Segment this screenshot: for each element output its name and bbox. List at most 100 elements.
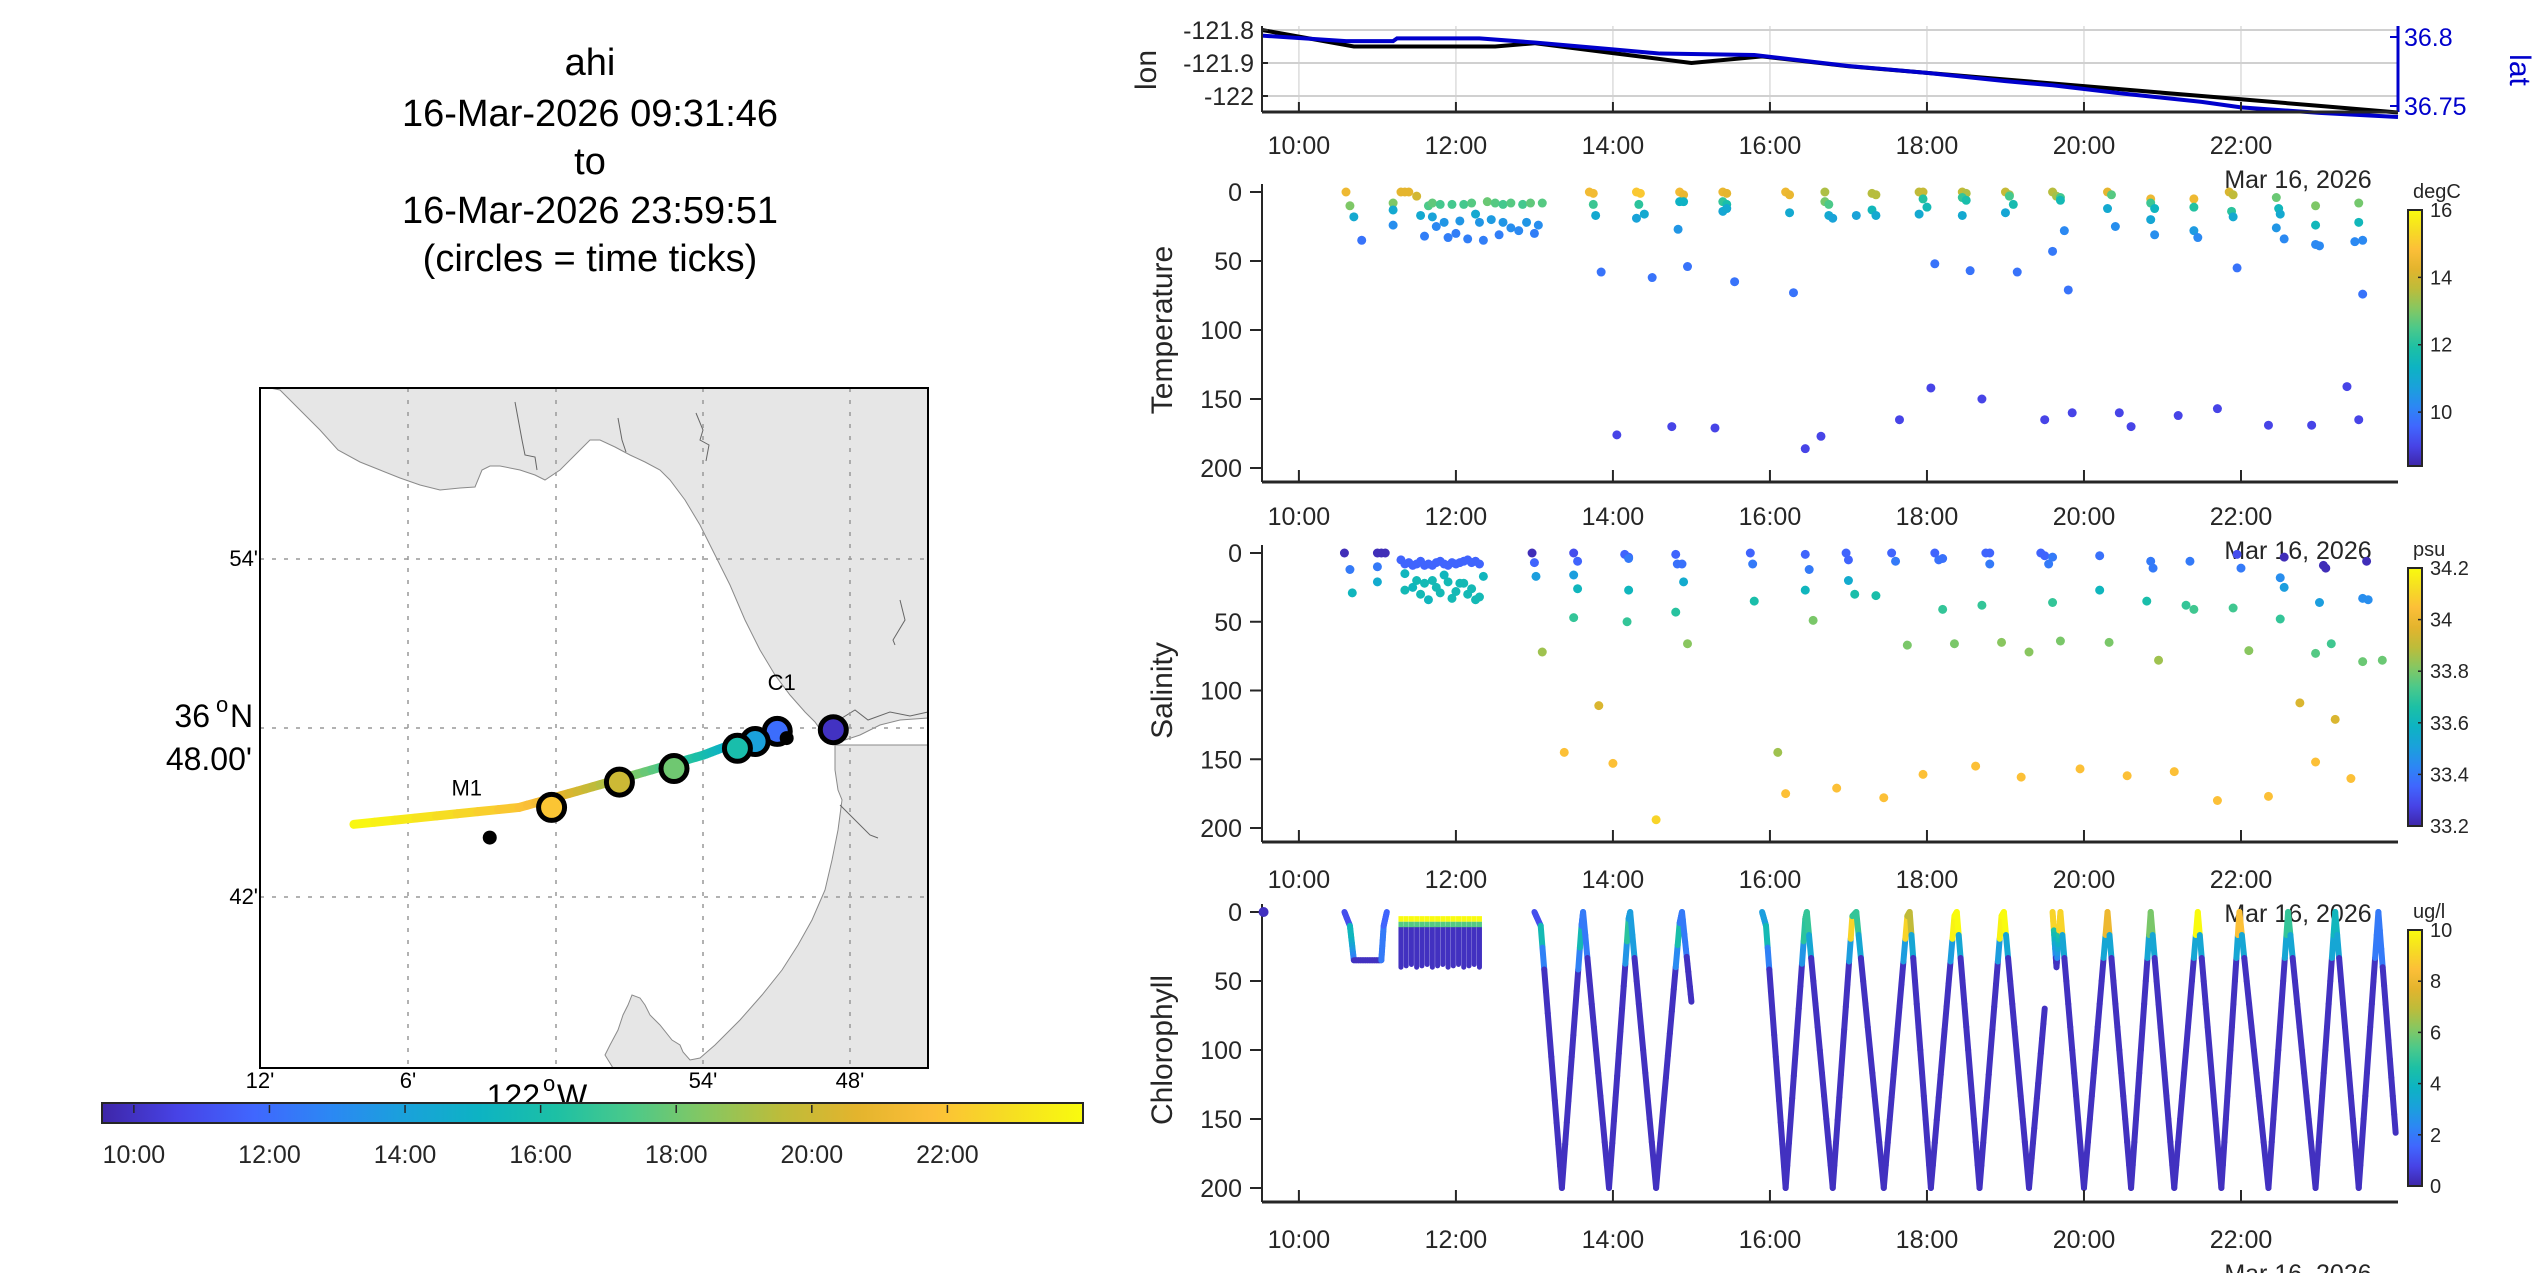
x-tick-label: 10:00 bbox=[1268, 132, 1331, 160]
data-point bbox=[2189, 226, 2199, 236]
chl-segment bbox=[2002, 932, 2012, 961]
chl-segment bbox=[1919, 1070, 1927, 1099]
data-point bbox=[1439, 570, 1449, 580]
data-point bbox=[1673, 224, 1683, 234]
y-tick-label: 0 bbox=[1228, 179, 1242, 207]
data-point bbox=[2346, 774, 2356, 783]
chl-segment bbox=[2305, 1116, 2314, 1145]
data-point bbox=[2189, 194, 2199, 204]
data-point bbox=[2114, 408, 2124, 418]
data-point bbox=[1749, 596, 1759, 606]
data-point bbox=[1804, 565, 1814, 574]
chl-segment bbox=[1543, 988, 1551, 1017]
chl-segment bbox=[2246, 1001, 2255, 1030]
chl-segment bbox=[2265, 1162, 2274, 1191]
chl-segment bbox=[1610, 1095, 1619, 1124]
chl-segment bbox=[2363, 1047, 2372, 1076]
data-point bbox=[2354, 415, 2364, 425]
colorbar-tick-label: 20:00 bbox=[781, 1141, 844, 1169]
chl-segment bbox=[1829, 1162, 1838, 1191]
lat-tick-42: 42' bbox=[229, 884, 258, 909]
chl-segment bbox=[2324, 1001, 2332, 1030]
data-point bbox=[2228, 212, 2238, 222]
chl-segment bbox=[1945, 958, 1954, 988]
data-point bbox=[1961, 195, 1971, 205]
x-date-label: Mar 16, 2026 bbox=[2224, 537, 2371, 565]
time-colorbar-ticks: 10:00 12:00 14:00 16:00 18:00 20:00 22:00 bbox=[103, 1105, 979, 1169]
data-point bbox=[1977, 394, 1987, 404]
data-point bbox=[2271, 223, 2281, 233]
chl-segment bbox=[2355, 1162, 2364, 1191]
chl-segment bbox=[1666, 1008, 1675, 1037]
y-tick-label: 150 bbox=[1200, 1106, 1242, 1134]
colorbar-tick-label: 33.6 bbox=[2430, 713, 2469, 735]
data-point bbox=[1451, 228, 1461, 238]
data-point bbox=[1478, 571, 1488, 581]
x-tick-label: 14:00 bbox=[1582, 866, 1645, 894]
y-tick-label: 0 bbox=[1228, 540, 1242, 568]
figure-title: ahi 16-Mar-2026 09:31:46 to 16-Mar-2026 … bbox=[402, 42, 778, 280]
chl-segment bbox=[2225, 1047, 2234, 1076]
chl-segment bbox=[1808, 955, 1817, 984]
data-point bbox=[1887, 548, 1897, 558]
lon-tick-6: 6' bbox=[400, 1068, 416, 1093]
chl-segment bbox=[1805, 932, 1815, 961]
data-point bbox=[2350, 237, 2360, 247]
chl-segment bbox=[2287, 932, 2296, 961]
data-point bbox=[1832, 783, 1842, 793]
data-point bbox=[1427, 576, 1437, 585]
chl-segment bbox=[1839, 1026, 1848, 1056]
data-point bbox=[1447, 593, 1457, 603]
chl-segment bbox=[1959, 978, 1968, 1007]
data-point bbox=[1486, 215, 1496, 225]
data-point bbox=[1506, 198, 1516, 208]
chl-segment bbox=[1876, 1139, 1885, 1168]
title-line-end: 16-Mar-2026 23:59:51 bbox=[402, 190, 778, 232]
chl-segment bbox=[1553, 1119, 1562, 1148]
chl-segment bbox=[2314, 1139, 2322, 1168]
data-point bbox=[1435, 199, 1445, 209]
data-point bbox=[2232, 549, 2242, 559]
colorbar-tick-label: 8 bbox=[2430, 971, 2441, 993]
chl-segment bbox=[1994, 935, 2003, 965]
data-point bbox=[2212, 796, 2222, 805]
data-point bbox=[1938, 554, 1948, 563]
chl-segment bbox=[1763, 922, 1771, 951]
colorbar-tick-label: 4 bbox=[2430, 1074, 2441, 1096]
data-point bbox=[2326, 639, 2336, 649]
x-tick-label: 20:00 bbox=[2053, 132, 2116, 160]
data-point bbox=[1559, 747, 1569, 757]
data-point bbox=[2232, 263, 2242, 273]
chl-segment bbox=[1933, 1094, 1942, 1124]
data-point bbox=[1871, 591, 1881, 601]
chl-segment bbox=[1558, 1163, 1567, 1191]
data-point bbox=[2358, 235, 2368, 245]
lon-tick-48: 48' bbox=[836, 1068, 865, 1093]
data-point bbox=[2048, 598, 2058, 607]
data-point bbox=[1985, 559, 1995, 569]
y-tick-label: 100 bbox=[1200, 317, 1242, 345]
data-point bbox=[1722, 188, 1732, 198]
data-point bbox=[1965, 266, 1975, 276]
chl-segment bbox=[2124, 1139, 2133, 1168]
data-point bbox=[2075, 764, 2085, 774]
chl-segment bbox=[2370, 955, 2379, 984]
data-point bbox=[2311, 220, 2321, 230]
chl-segment bbox=[2149, 932, 2158, 961]
chl-segment bbox=[1546, 1032, 1555, 1060]
chl-segment bbox=[2163, 1093, 2172, 1122]
station-label-c1: C1 bbox=[768, 670, 796, 695]
chl-segment bbox=[1642, 1070, 1651, 1099]
data-point bbox=[1828, 213, 1838, 223]
chl-segment bbox=[2177, 1093, 2186, 1122]
chl-segment bbox=[1855, 932, 1864, 961]
data-point bbox=[1785, 208, 1795, 218]
data-point bbox=[2275, 209, 2285, 219]
chl-segment bbox=[2272, 1070, 2280, 1099]
data-point bbox=[2321, 563, 2331, 573]
chl-segment bbox=[1662, 1052, 1671, 1081]
data-point bbox=[1471, 209, 1481, 219]
chl-segment bbox=[1957, 955, 1966, 984]
chl-segment bbox=[2139, 1001, 2148, 1030]
chl-segment bbox=[2258, 1116, 2267, 1145]
